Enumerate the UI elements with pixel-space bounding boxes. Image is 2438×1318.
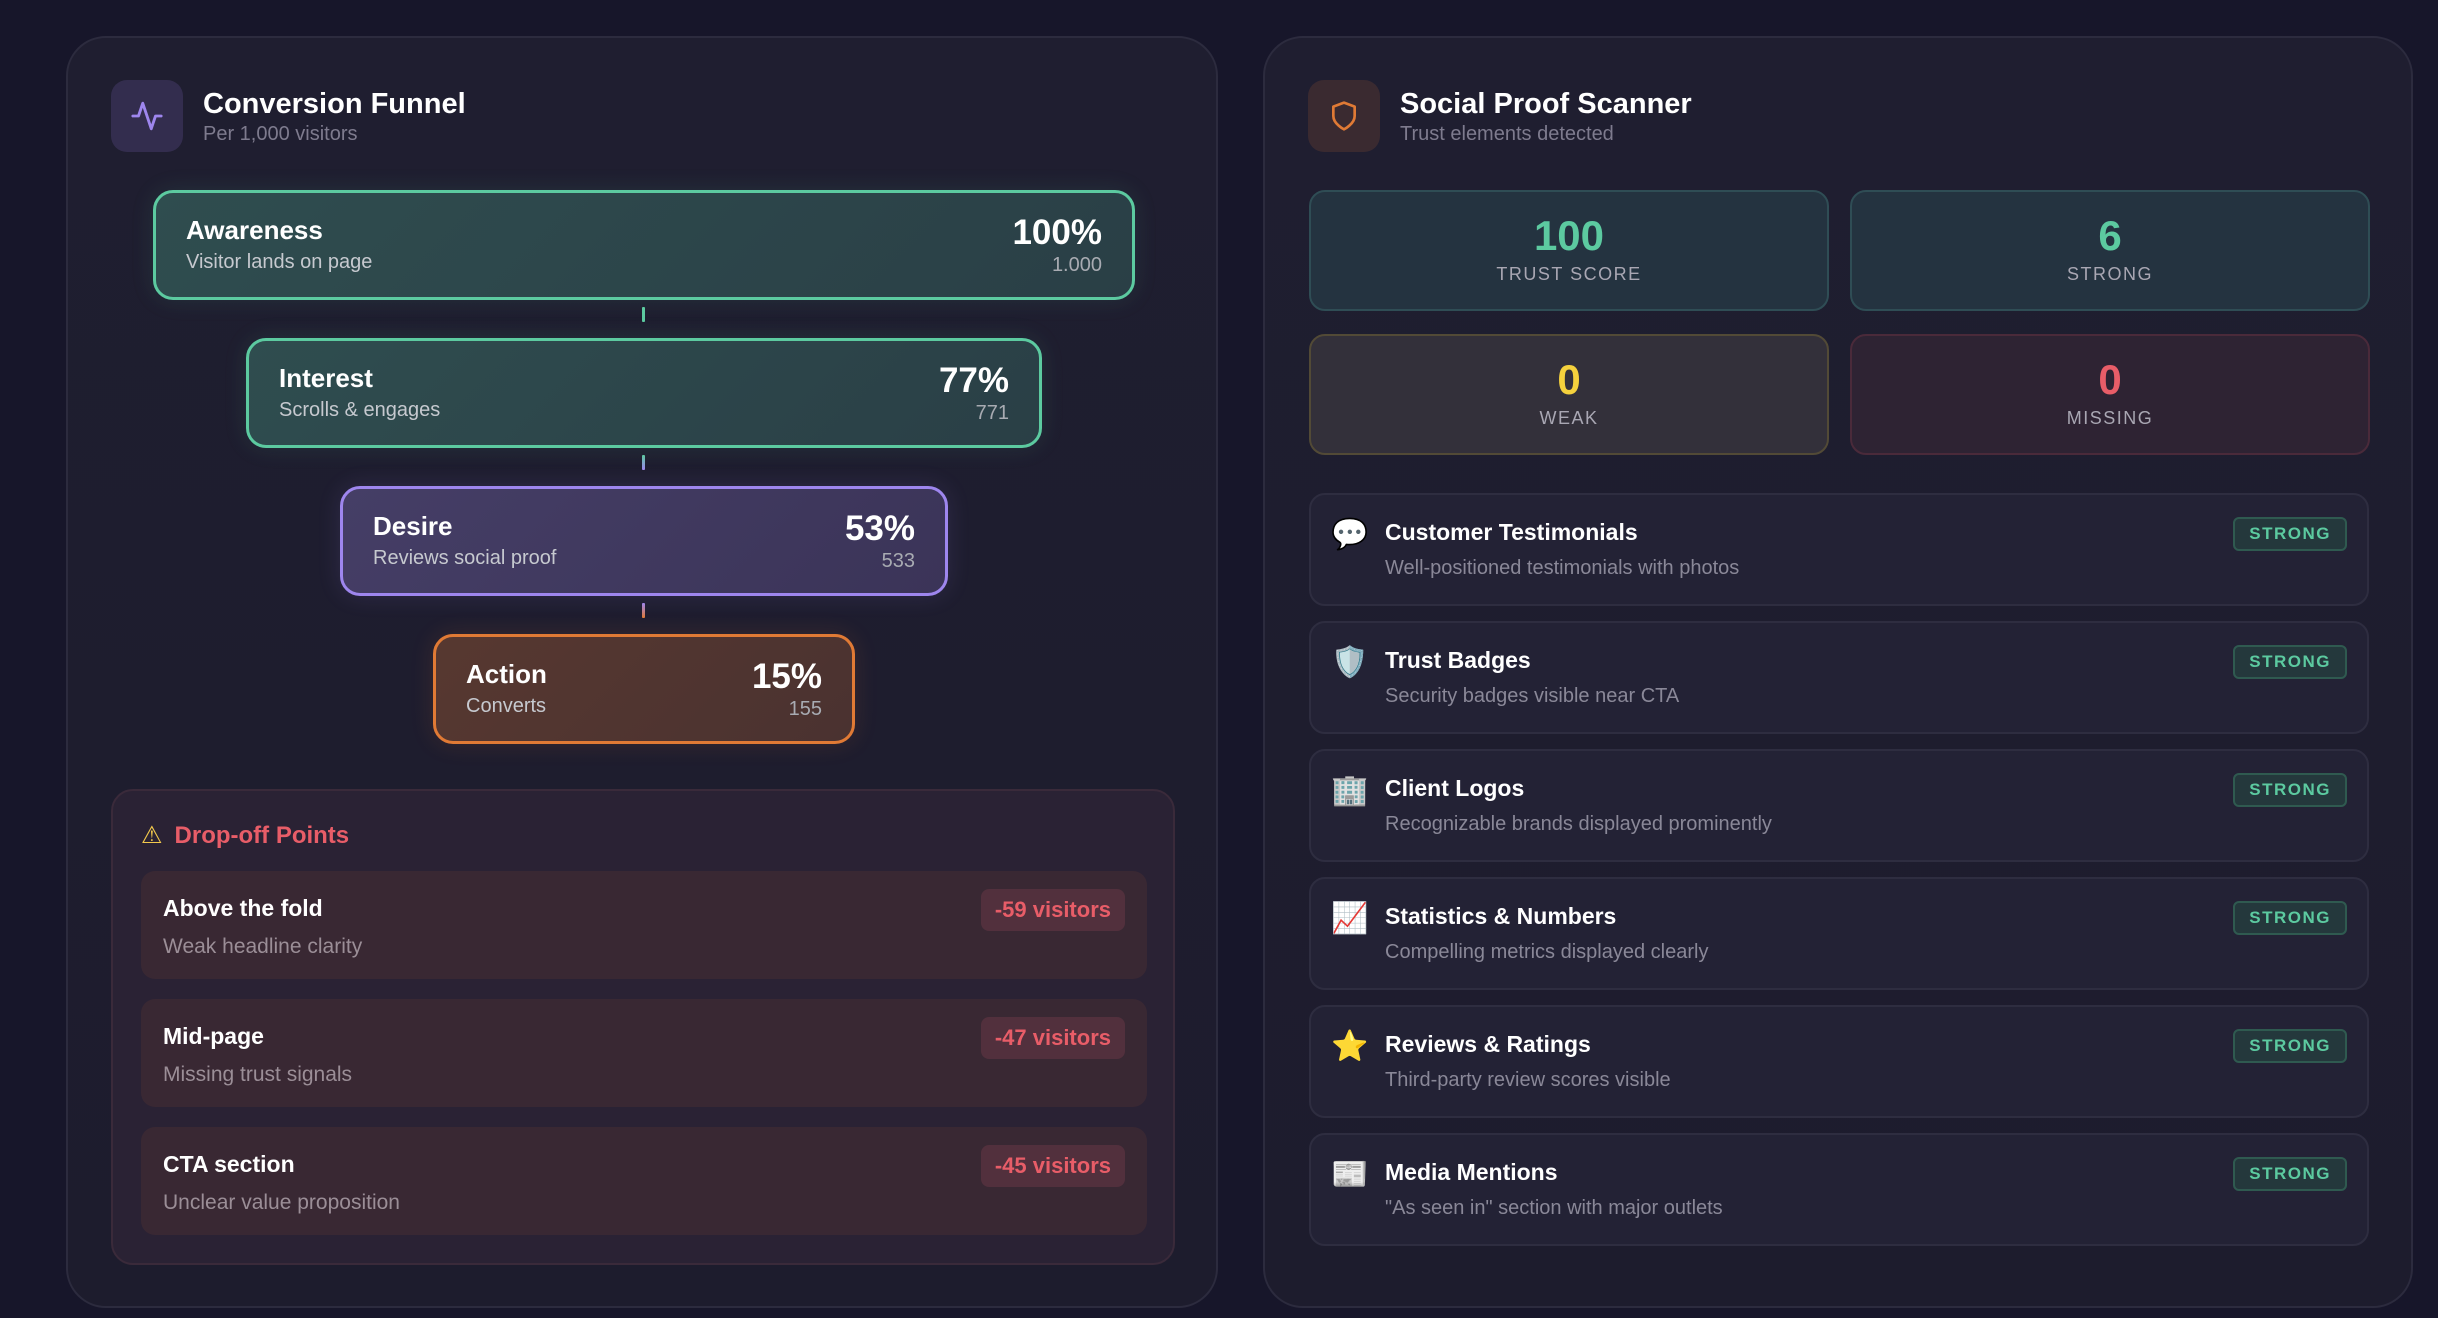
proof-title: Media Mentions <box>1385 1159 1558 1185</box>
funnel-header: Conversion Funnel Per 1,000 visitors <box>111 80 466 152</box>
stat-missing: 0 MISSING <box>1850 334 2370 455</box>
dropoff-name: CTA section <box>163 1151 295 1177</box>
proof-desc: Compelling metrics displayed clearly <box>1385 941 1709 963</box>
funnel-stage-action[interactable]: Action Converts 15% 155 <box>433 634 855 744</box>
status-badge: STRONG <box>2233 773 2347 807</box>
stat-value: 100 <box>1533 212 1605 259</box>
dropoff-item[interactable]: Above the fold Weak headline clarity -59… <box>141 871 1147 979</box>
dropoff-loss-badge: -59 visitors <box>980 889 1125 931</box>
proof-item-client-logos[interactable]: 🏢 Client Logos Recognizable brands displ… <box>1309 749 2369 862</box>
stage-percent: 53% <box>844 509 915 548</box>
proof-item-reviews[interactable]: ⭐ Reviews & Ratings Third-party review s… <box>1309 1005 2369 1118</box>
proof-title: Statistics & Numbers <box>1385 903 1617 929</box>
scanner-title: Social Proof Scanner <box>1400 88 1692 120</box>
status-badge: STRONG <box>2233 901 2347 935</box>
dropoff-reason: Weak headline clarity <box>163 935 363 958</box>
stage-desc: Reviews social proof <box>373 547 557 569</box>
scanner-header: Social Proof Scanner Trust elements dete… <box>1308 80 1692 152</box>
funnel-title: Conversion Funnel <box>203 88 466 120</box>
stage-label: Interest <box>279 363 373 393</box>
stat-label: WEAK <box>1539 408 1599 428</box>
stat-value: 6 <box>2098 212 2122 259</box>
star-icon: ⭐ <box>1331 1030 1369 1063</box>
stage-count: 771 <box>975 402 1009 424</box>
status-badge: STRONG <box>2233 517 2347 551</box>
stage-desc: Scrolls & engages <box>279 399 441 421</box>
stage-count: 533 <box>881 550 915 572</box>
proof-item-media-mentions[interactable]: 📰 Media Mentions "As seen in" section wi… <box>1309 1133 2369 1246</box>
proof-item-testimonials[interactable]: 💬 Customer Testimonials Well-positioned … <box>1309 493 2369 606</box>
shield-icon <box>1308 80 1380 152</box>
funnel-connector <box>642 307 645 322</box>
conversion-funnel-panel: Conversion Funnel Per 1,000 visitors Awa… <box>66 36 1218 1308</box>
security-badge-icon: 🛡️ <box>1331 646 1369 679</box>
stage-percent: 77% <box>938 361 1009 400</box>
stage-percent: 15% <box>751 657 822 696</box>
scanner-subtitle: Trust elements detected <box>1400 123 1614 145</box>
dropoff-item[interactable]: CTA section Unclear value proposition -4… <box>141 1127 1147 1235</box>
dropoff-item[interactable]: Mid-page Missing trust signals -47 visit… <box>141 999 1147 1107</box>
stage-label: Awareness <box>186 215 323 245</box>
proof-desc: Recognizable brands displayed prominentl… <box>1385 813 1772 835</box>
dropoff-name: Mid-page <box>163 1023 264 1049</box>
stat-label: MISSING <box>2066 408 2154 428</box>
social-proof-scanner-panel: Social Proof Scanner Trust elements dete… <box>1263 36 2413 1308</box>
office-building-icon: 🏢 <box>1331 774 1369 807</box>
proof-desc: "As seen in" section with major outlets <box>1385 1197 1723 1219</box>
stat-value: 0 <box>2098 356 2122 403</box>
proof-item-statistics[interactable]: 📈 Statistics & Numbers Compelling metric… <box>1309 877 2369 990</box>
speech-bubble-icon: 💬 <box>1331 518 1369 551</box>
stage-count: 1.000 <box>1051 254 1102 276</box>
stat-trust-score: 100 TRUST SCORE <box>1309 190 1829 311</box>
dropoff-reason: Unclear value proposition <box>163 1191 400 1214</box>
stage-label: Desire <box>373 511 453 541</box>
proof-title: Client Logos <box>1385 775 1525 801</box>
funnel-subtitle: Per 1,000 visitors <box>203 123 358 145</box>
stat-value: 0 <box>1557 356 1581 403</box>
funnel-stage-desire[interactable]: Desire Reviews social proof 53% 533 <box>340 486 948 596</box>
dropoff-loss-badge: -47 visitors <box>980 1017 1125 1059</box>
activity-pulse-icon <box>111 80 183 152</box>
stage-count: 155 <box>788 698 822 720</box>
proof-title: Reviews & Ratings <box>1385 1031 1591 1057</box>
stat-strong: 6 STRONG <box>1850 190 2370 311</box>
stage-desc: Converts <box>466 695 547 717</box>
dropoff-loss-badge: -45 visitors <box>980 1145 1125 1187</box>
dropoff-points-section: ⚠ Drop-off Points Above the fold Weak he… <box>111 789 1175 1265</box>
dropoff-title: Drop-off Points <box>174 821 350 849</box>
stage-label: Action <box>466 659 547 689</box>
stat-label: STRONG <box>2066 264 2153 284</box>
stat-weak: 0 WEAK <box>1309 334 1829 455</box>
funnel-stage-interest[interactable]: Interest Scrolls & engages 77% 771 <box>246 338 1042 448</box>
proof-desc: Security badges visible near CTA <box>1385 685 1680 707</box>
dropoff-reason: Missing trust signals <box>163 1063 353 1086</box>
funnel-connector <box>642 455 645 470</box>
status-badge: STRONG <box>2233 645 2347 679</box>
funnel-stage-awareness[interactable]: Awareness Visitor lands on page 100% 1.000 <box>153 190 1135 300</box>
newspaper-icon: 📰 <box>1331 1158 1369 1191</box>
dropoff-name: Above the fold <box>163 895 323 921</box>
proof-title: Customer Testimonials <box>1385 519 1638 545</box>
proof-desc: Well-positioned testimonials with photos <box>1385 557 1740 579</box>
stat-label: TRUST SCORE <box>1496 264 1642 284</box>
status-badge: STRONG <box>2233 1029 2347 1063</box>
funnel-connector <box>642 603 645 618</box>
chart-increasing-icon: 📈 <box>1331 902 1369 935</box>
proof-title: Trust Badges <box>1385 647 1531 673</box>
proof-item-trust-badges[interactable]: 🛡️ Trust Badges Security badges visible … <box>1309 621 2369 734</box>
status-badge: STRONG <box>2233 1157 2347 1191</box>
stage-desc: Visitor lands on page <box>186 251 373 273</box>
warning-icon: ⚠ <box>141 822 163 849</box>
stage-percent: 100% <box>1012 213 1102 252</box>
proof-desc: Third-party review scores visible <box>1385 1069 1671 1091</box>
